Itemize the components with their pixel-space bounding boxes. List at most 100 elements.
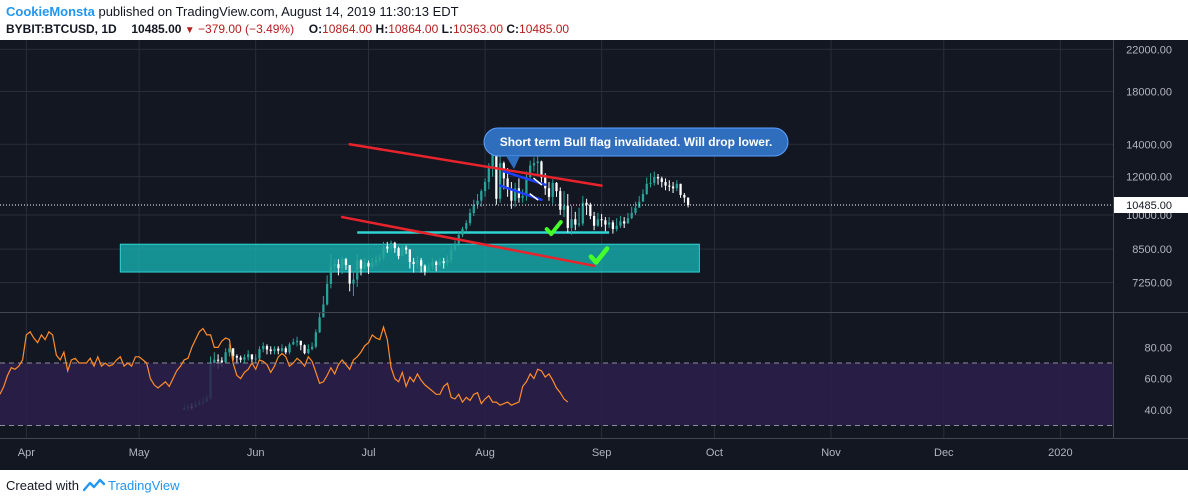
candle[interactable] [551,179,554,204]
candle[interactable] [258,346,261,361]
candle[interactable] [521,189,524,203]
candle[interactable] [333,259,336,273]
candle[interactable] [344,257,348,270]
candle[interactable] [295,336,299,347]
candle[interactable] [559,187,562,215]
candle[interactable] [581,195,584,226]
candle[interactable] [408,249,411,269]
candle[interactable] [371,257,374,269]
candle[interactable] [653,171,656,186]
candle[interactable] [453,240,457,252]
candle[interactable] [310,342,314,351]
candle[interactable] [589,202,592,220]
candle[interactable] [686,197,690,208]
candle[interactable] [318,312,321,334]
candle[interactable] [510,181,513,209]
candle[interactable] [596,212,599,227]
candle[interactable] [326,275,329,306]
candle[interactable] [600,213,603,227]
candle[interactable] [472,199,475,217]
price-chart[interactable]: Apr May Jun Jul Aug Sep Oct Nov Dec 2020 7250.00 85… [0,40,1188,470]
candle[interactable] [228,344,231,357]
candle[interactable] [562,191,566,218]
candle[interactable] [634,201,637,215]
candle[interactable] [630,206,633,220]
candle[interactable] [619,216,622,228]
candle[interactable] [536,156,539,175]
candle[interactable] [378,254,381,264]
candle[interactable] [608,217,611,228]
candle[interactable] [356,254,359,287]
candle[interactable] [359,259,363,276]
trend-drawings[interactable] [340,143,610,268]
candle[interactable] [232,348,235,361]
candle[interactable] [468,208,472,226]
candle[interactable] [269,346,272,355]
candle[interactable] [322,295,325,318]
candle[interactable] [303,344,306,355]
upper-trendline[interactable] [348,143,603,187]
candle[interactable] [420,257,423,273]
candle[interactable] [626,212,630,224]
tradingview-logo[interactable]: TradingView [82,478,180,493]
callout-bubble[interactable] [483,127,789,157]
candle[interactable] [431,257,434,270]
candle[interactable] [254,354,257,363]
candle[interactable] [341,256,344,274]
candle[interactable] [476,193,479,209]
candle[interactable] [247,350,250,361]
candle[interactable] [273,346,276,355]
rsi-line[interactable] [0,325,569,406]
candle[interactable] [529,160,532,181]
candle[interactable] [224,348,227,363]
candle[interactable] [611,220,615,234]
callout-annotation[interactable]: Short term Bull flag invalidated. Will d… [0,40,789,169]
candle[interactable] [465,220,468,233]
candle[interactable] [570,205,573,235]
candle[interactable] [668,180,671,192]
candle[interactable] [604,217,607,232]
candle[interactable] [566,193,569,233]
candle[interactable] [314,329,317,349]
symbol-label[interactable]: BYBIT:BTCUSD, 1D [6,22,117,36]
candle[interactable] [412,257,415,273]
candle[interactable] [540,160,543,184]
chart-axes[interactable]: Apr May Jun Jul Aug Sep Oct Nov Dec 2020 7250.00 85… [0,40,1188,459]
candle[interactable] [329,254,333,289]
flag-lower-cap[interactable] [529,193,539,201]
candle[interactable] [480,189,483,207]
candle[interactable] [623,217,626,228]
candle[interactable] [555,181,558,197]
candle[interactable] [495,151,498,205]
candle[interactable] [446,255,449,266]
candle[interactable] [382,241,385,261]
candle[interactable] [660,176,663,188]
candle[interactable] [363,257,366,270]
lower-trendline[interactable] [340,215,596,268]
candle[interactable] [280,344,284,353]
candle[interactable] [675,180,678,192]
candle[interactable] [292,338,295,346]
candle[interactable] [615,218,618,232]
candle[interactable] [404,245,408,255]
candle[interactable] [277,346,280,355]
flag-upper-cap[interactable] [533,177,543,186]
candle[interactable] [386,241,389,253]
candle[interactable] [401,244,404,257]
author-name[interactable]: CookieMonsta [6,4,95,19]
candle[interactable] [374,255,378,266]
candle[interactable] [243,354,246,363]
candle[interactable] [450,245,453,264]
candle[interactable] [299,340,302,351]
candle[interactable] [671,181,675,194]
candle[interactable] [262,342,265,353]
candle[interactable] [288,342,291,355]
candle[interactable] [393,241,396,253]
candle[interactable] [645,177,648,195]
candle[interactable] [389,240,393,252]
candle[interactable] [435,260,438,272]
candle[interactable] [250,354,254,363]
candle[interactable] [442,257,445,269]
candle[interactable] [577,207,581,227]
rsi-pane[interactable] [0,325,1113,426]
